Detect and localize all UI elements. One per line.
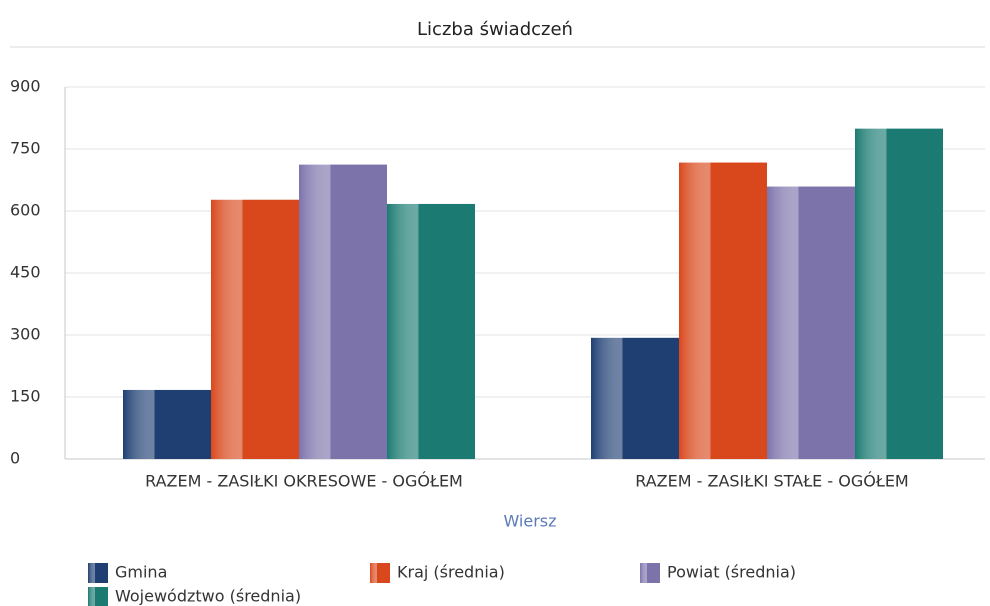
bar (299, 164, 387, 459)
y-tick-label: 900 (10, 77, 41, 96)
bar (855, 128, 943, 459)
bar (387, 203, 475, 459)
bar (123, 389, 211, 459)
legend-swatch-shine (370, 563, 390, 583)
x-tick-label: RAZEM - ZASIŁKI OKRESOWE - OGÓŁEM (145, 472, 463, 491)
y-tick-label: 0 (10, 449, 20, 468)
chart-title: Liczba świadczeń (417, 19, 573, 40)
legend-label: Województwo (średnia) (115, 587, 301, 606)
y-tick-label: 300 (10, 325, 41, 344)
legend-label: Kraj (średnia) (397, 563, 505, 582)
y-tick-label: 600 (10, 201, 41, 220)
bar (591, 337, 679, 459)
bar (211, 199, 299, 459)
bar (767, 186, 855, 459)
x-axis-label: Wiersz (503, 512, 556, 531)
y-tick-label: 750 (10, 139, 41, 158)
legend-swatch-shine (640, 563, 660, 583)
legend-label: Gmina (115, 563, 167, 582)
x-tick-label: RAZEM - ZASIŁKI STAŁE - OGÓŁEM (635, 472, 908, 491)
legend-label: Powiat (średnia) (667, 563, 796, 582)
bar (679, 162, 767, 459)
legend-swatch-shine (88, 563, 108, 583)
legend-swatch-shine (88, 587, 108, 606)
y-tick-label: 150 (10, 387, 41, 406)
y-tick-label: 450 (10, 263, 41, 282)
